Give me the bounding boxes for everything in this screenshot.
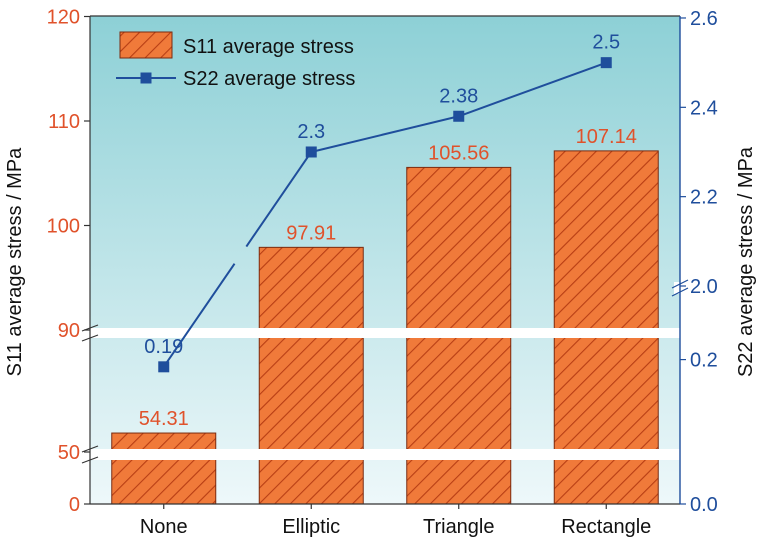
- x-tick-label: Triangle: [423, 516, 495, 538]
- left-axis-title: S11 average stress / MPa: [4, 147, 26, 377]
- line-point-elliptic: [305, 146, 317, 158]
- line-segment: [245, 151, 313, 248]
- line-value-label: 2.3: [297, 121, 325, 143]
- right-tick-label: 0.0: [690, 494, 718, 516]
- line-value-label: 2.38: [439, 85, 478, 107]
- axis-break-band: [87, 328, 683, 338]
- bar-elliptic: [258, 246, 364, 505]
- left-tick-label: 100: [47, 216, 80, 238]
- x-tick-label: Rectangle: [561, 516, 651, 538]
- line-segment: [458, 61, 607, 118]
- axes-group: 0 50 90 100 110 120 0.0 0.2 2.0 2.2 2.4 2.6 None Elli…: [4, 7, 757, 539]
- legend: S11 average stress S22 average stress: [116, 31, 355, 90]
- line-segment: [311, 115, 459, 153]
- left-tick-label: 50: [58, 442, 80, 464]
- right-tick-label: 2.6: [690, 8, 718, 30]
- left-tick-label: 0: [69, 494, 80, 516]
- line-value-label: 0.19: [144, 336, 183, 358]
- right-axis-title: S22 average stress / MPa: [735, 146, 757, 377]
- axis-break-band: [87, 449, 683, 460]
- legend-line-marker: [140, 72, 152, 84]
- bar-value-label: 54.31: [139, 408, 189, 430]
- line-point-triangle: [453, 110, 465, 122]
- left-tick-label: 110: [48, 111, 80, 133]
- bar-value-label: 97.91: [286, 222, 336, 244]
- x-tick-label: Elliptic: [282, 516, 340, 538]
- bar-none: [111, 432, 217, 505]
- line-point-rectangle: [600, 57, 612, 69]
- bar-value-label: 107.14: [576, 126, 637, 148]
- line-segment: [162, 263, 236, 368]
- right-tick-label: 0.2: [690, 350, 718, 372]
- right-tick-label: 2.2: [690, 187, 718, 209]
- legend-bar-swatch: [119, 31, 173, 59]
- x-tick-label: None: [140, 516, 188, 538]
- left-tick-label: 120: [47, 7, 80, 29]
- line-point-none: [158, 361, 170, 373]
- right-tick-label: 2.0: [690, 276, 718, 298]
- legend-bar-label: S11 average stress: [183, 36, 354, 58]
- legend-line-label: S22 average stress: [183, 68, 355, 90]
- bar-rectangle: [553, 150, 659, 505]
- right-tick-label: 2.4: [690, 97, 718, 119]
- left-tick-label: 90: [58, 320, 80, 342]
- line-value-label: 2.5: [592, 32, 620, 54]
- line-group: 0.19 2.3 2.38 2.5: [144, 32, 620, 373]
- bar-value-label: 105.56: [428, 142, 489, 164]
